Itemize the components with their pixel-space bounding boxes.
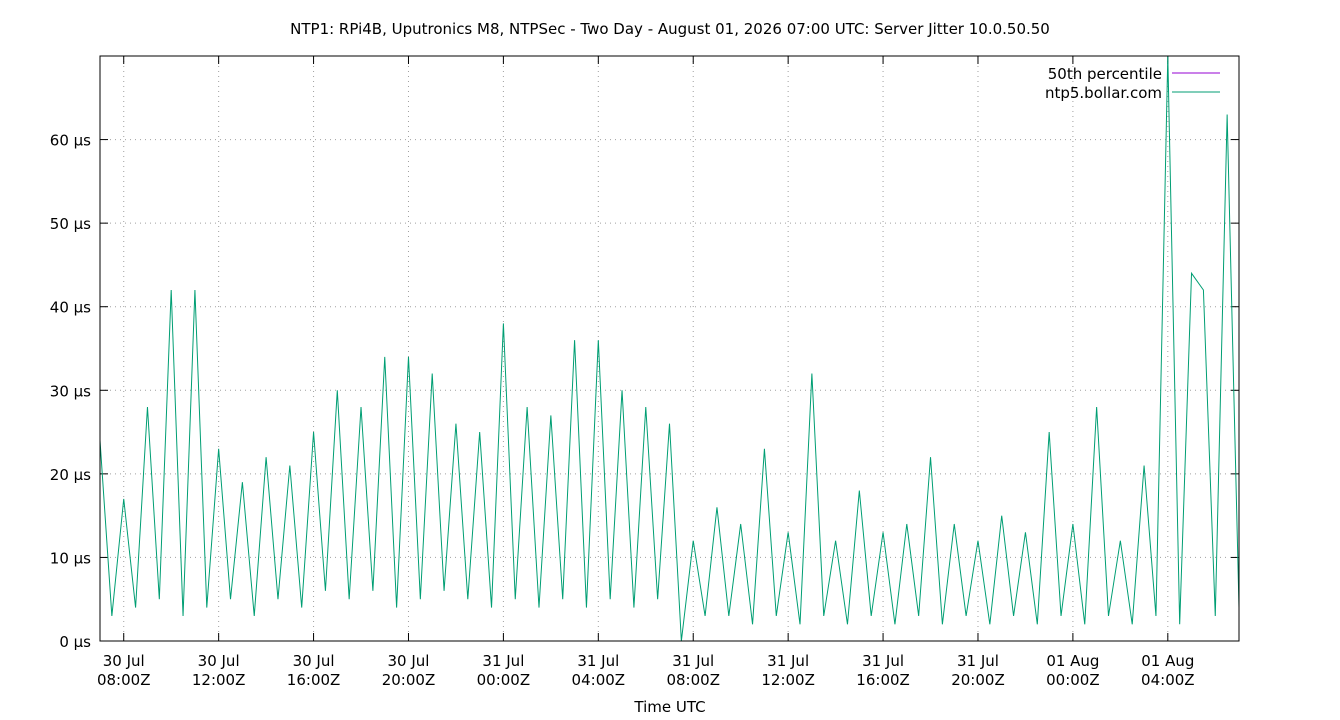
x-tick-label: 30 Jul 12:00Z bbox=[192, 652, 246, 689]
x-axis-label: Time UTC bbox=[633, 698, 705, 716]
x-tick-label-line: 20:00Z bbox=[382, 671, 436, 689]
x-tick-label: 31 Jul 12:00Z bbox=[761, 652, 815, 689]
y-tick-label: 30 µs bbox=[50, 382, 91, 400]
y-tick-label: 40 µs bbox=[50, 299, 91, 317]
x-tick-label-line: 31 Jul bbox=[672, 652, 714, 670]
x-tick-label: 30 Jul 08:00Z bbox=[97, 652, 151, 689]
y-tick-label: 0 µs bbox=[59, 633, 91, 651]
x-tick-label-line: 30 Jul bbox=[293, 652, 335, 670]
legend-label: ntp5.bollar.com bbox=[1045, 84, 1162, 102]
x-tick-label: 01 Aug 04:00Z bbox=[1141, 652, 1195, 689]
x-tick-label-line: 08:00Z bbox=[666, 671, 720, 689]
x-tick-label: 31 Jul 08:00Z bbox=[666, 652, 720, 689]
x-tick-label-line: 31 Jul bbox=[862, 652, 904, 670]
y-tick-label: 20 µs bbox=[50, 466, 91, 484]
x-tick-label: 31 Jul 16:00Z bbox=[856, 652, 910, 689]
x-tick-label-line: 01 Aug bbox=[1141, 652, 1194, 670]
x-tick-label-line: 31 Jul bbox=[482, 652, 524, 670]
y-tick-label: 60 µs bbox=[50, 132, 91, 150]
x-tick-label-line: 04:00Z bbox=[1141, 671, 1195, 689]
chart-title: NTP1: RPi4B, Uputronics M8, NTPSec - Two… bbox=[290, 20, 1050, 38]
x-tick-label: 31 Jul 00:00Z bbox=[477, 652, 531, 689]
x-tick-label: 30 Jul 16:00Z bbox=[287, 652, 341, 689]
x-tick-label-line: 00:00Z bbox=[477, 671, 531, 689]
x-tick-label-line: 12:00Z bbox=[192, 671, 246, 689]
x-tick-label: 30 Jul 20:00Z bbox=[382, 652, 436, 689]
x-tick-label-line: 04:00Z bbox=[572, 671, 626, 689]
y-tick-label: 10 µs bbox=[50, 549, 91, 567]
series-line bbox=[99, 55, 1240, 642]
legend-label: 50th percentile bbox=[1048, 65, 1162, 83]
x-tick-label-line: 31 Jul bbox=[957, 652, 999, 670]
x-tick-label-line: 01 Aug bbox=[1046, 652, 1099, 670]
x-tick-label-line: 16:00Z bbox=[287, 671, 341, 689]
plot-border bbox=[99, 55, 1240, 642]
x-tick-label-line: 31 Jul bbox=[767, 652, 809, 670]
x-tick-label-line: 20:00Z bbox=[951, 671, 1005, 689]
x-tick-label-line: 30 Jul bbox=[388, 652, 430, 670]
x-tick-label-line: 12:00Z bbox=[761, 671, 815, 689]
x-tick-label: 01 Aug 00:00Z bbox=[1046, 652, 1100, 689]
y-tick-label: 50 µs bbox=[50, 215, 91, 233]
x-tick-label-line: 30 Jul bbox=[198, 652, 240, 670]
x-tick-label: 31 Jul 20:00Z bbox=[951, 652, 1005, 689]
x-tick-label-line: 30 Jul bbox=[103, 652, 145, 670]
x-tick-label-line: 08:00Z bbox=[97, 671, 151, 689]
x-tick-label-line: 16:00Z bbox=[856, 671, 910, 689]
x-tick-label-line: 31 Jul bbox=[577, 652, 619, 670]
x-tick-label: 31 Jul 04:00Z bbox=[572, 652, 626, 689]
x-tick-label-line: 00:00Z bbox=[1046, 671, 1100, 689]
